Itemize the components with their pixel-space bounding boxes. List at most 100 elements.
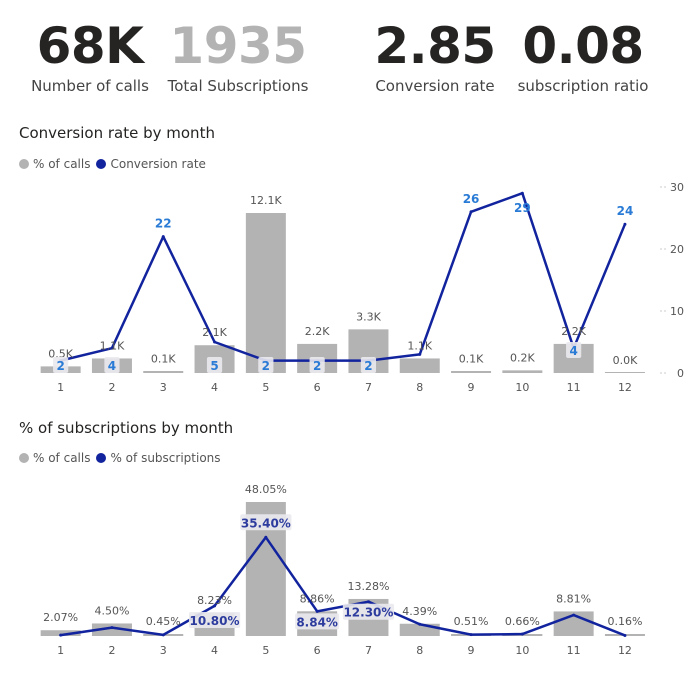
- bar-label: 0.1K: [151, 353, 176, 366]
- line-label: 2: [313, 359, 321, 373]
- line-label-bg: [188, 612, 241, 628]
- line-label: 2: [262, 359, 270, 373]
- line-label-bg: [206, 357, 223, 373]
- line-label: 4: [569, 344, 577, 358]
- bar-label: 8.81%: [556, 592, 591, 605]
- x-tick-label: 7: [365, 381, 372, 394]
- line-subscriptions: [60, 536, 626, 637]
- bar-label: 2.2K: [305, 325, 330, 338]
- bar-label: 0.45%: [146, 615, 181, 628]
- kpi-conversion-rate: 2.85 Conversion rate: [372, 16, 498, 96]
- legend-dot-icon: [19, 453, 29, 463]
- point-subscriptions-month-10: [520, 632, 524, 636]
- point-subscriptions-month-1: [59, 633, 63, 637]
- bar-label: 48.05%: [245, 483, 287, 496]
- y-tick-label: 10: [670, 305, 684, 318]
- x-tick-label: 5: [262, 381, 269, 394]
- line-label: 4: [108, 359, 116, 373]
- bar-calls-month-3: [143, 371, 184, 373]
- line-label-bg: [240, 514, 292, 531]
- point-subscriptions-month-11: [572, 613, 576, 617]
- x-tick-label: 11: [567, 381, 581, 394]
- line-label: 12.30%: [343, 606, 393, 620]
- x-tick-label: 9: [468, 381, 475, 394]
- point-subscriptions-month-2: [110, 626, 114, 630]
- point-conversion-month-12: [623, 222, 627, 226]
- kpi-value: 68K: [36, 17, 144, 75]
- bar-label: 8.86%: [300, 592, 335, 605]
- line-conversion-rate: [60, 191, 627, 362]
- x-tick-label: 9: [468, 644, 475, 657]
- kpi-label: Total Subscriptions: [167, 77, 309, 95]
- kpi-value: 1935: [169, 17, 307, 75]
- x-tick-label: 1: [57, 644, 64, 657]
- line-label: 22: [155, 217, 172, 231]
- line-label-bg: [53, 357, 69, 373]
- line-label: 29: [514, 201, 531, 215]
- x-tick-label: 11: [567, 644, 581, 657]
- kpi-value: 0.08: [522, 17, 644, 75]
- bar-label: 0.0K: [613, 354, 638, 367]
- line-label-bg: [342, 603, 395, 620]
- point-subscriptions-month-12: [623, 633, 627, 637]
- point-subscriptions-month-9: [469, 633, 473, 637]
- x-tick-label: 12: [618, 644, 632, 657]
- line-label-bg: [566, 342, 582, 358]
- bar-calls-month-9: [451, 371, 492, 373]
- bar-label: 1.1K: [407, 339, 432, 352]
- bar-label: 2.07%: [43, 611, 78, 624]
- legend-item-calls[interactable]: % of calls: [19, 157, 90, 171]
- y-tick-label: 20: [670, 243, 684, 256]
- bar-label: 12.1K: [250, 194, 282, 207]
- x-tick-label: 5: [262, 644, 269, 657]
- line-label: 10.80%: [190, 614, 240, 628]
- x-tick-label: 4: [211, 644, 218, 657]
- x-tick-label: 3: [160, 644, 167, 657]
- bar-label: 8.23%: [197, 594, 232, 607]
- y-tick-label: 30: [670, 181, 684, 194]
- legend-subscriptions[interactable]: % of calls % of subscriptions: [19, 451, 227, 465]
- bar-label: 1.1K: [100, 339, 125, 352]
- x-tick-label: 6: [314, 381, 321, 394]
- point-conversion-month-8: [418, 352, 422, 356]
- line-label: 5: [210, 359, 218, 373]
- x-tick-label: 10: [515, 381, 529, 394]
- x-tick-label: 7: [365, 644, 372, 657]
- x-tick-label: 6: [314, 644, 321, 657]
- x-tick-label: 12: [618, 381, 632, 394]
- legend-item-subscriptions[interactable]: % of subscriptions: [96, 451, 221, 465]
- bar-label: 0.16%: [607, 615, 642, 628]
- line-label: 24: [617, 204, 634, 218]
- legend-conversion[interactable]: % of calls Conversion rate: [19, 157, 212, 171]
- point-subscriptions-month-5: [264, 535, 268, 539]
- legend-label: % of calls: [33, 157, 91, 171]
- line-label: 35.40%: [241, 516, 291, 530]
- legend-item-conversion-rate[interactable]: Conversion rate: [96, 157, 206, 171]
- point-conversion-month-9: [469, 210, 473, 214]
- point-subscriptions-month-6: [315, 609, 319, 613]
- point-subscriptions-month-7: [366, 600, 370, 604]
- legend-dot-icon: [96, 159, 107, 169]
- bar-label: 2.2K: [561, 325, 586, 338]
- chart-title-conversion: Conversion rate by month: [19, 124, 215, 142]
- line-label-bg: [295, 613, 340, 630]
- bar-label: 4.39%: [402, 605, 437, 618]
- legend-item-calls[interactable]: % of calls: [19, 451, 90, 465]
- line-label-bg: [360, 357, 377, 373]
- x-tick-label: 1: [57, 381, 64, 394]
- line-label: 2: [364, 359, 372, 373]
- line-label: 26: [463, 192, 480, 206]
- point-conversion-month-2: [110, 346, 114, 350]
- point-subscriptions-month-4: [213, 604, 217, 608]
- x-tick-label: 8: [416, 644, 423, 657]
- bar-calls-month-5: [245, 213, 286, 373]
- x-tick-label: 10: [515, 644, 529, 657]
- line-label: 8.84%: [296, 615, 338, 629]
- kpi-value: 2.85: [374, 17, 496, 75]
- bar-calls-month-1: [40, 630, 81, 636]
- line-label-bg: [104, 357, 120, 373]
- bar-label: 0.1K: [459, 353, 484, 366]
- x-tick-label: 3: [160, 381, 167, 394]
